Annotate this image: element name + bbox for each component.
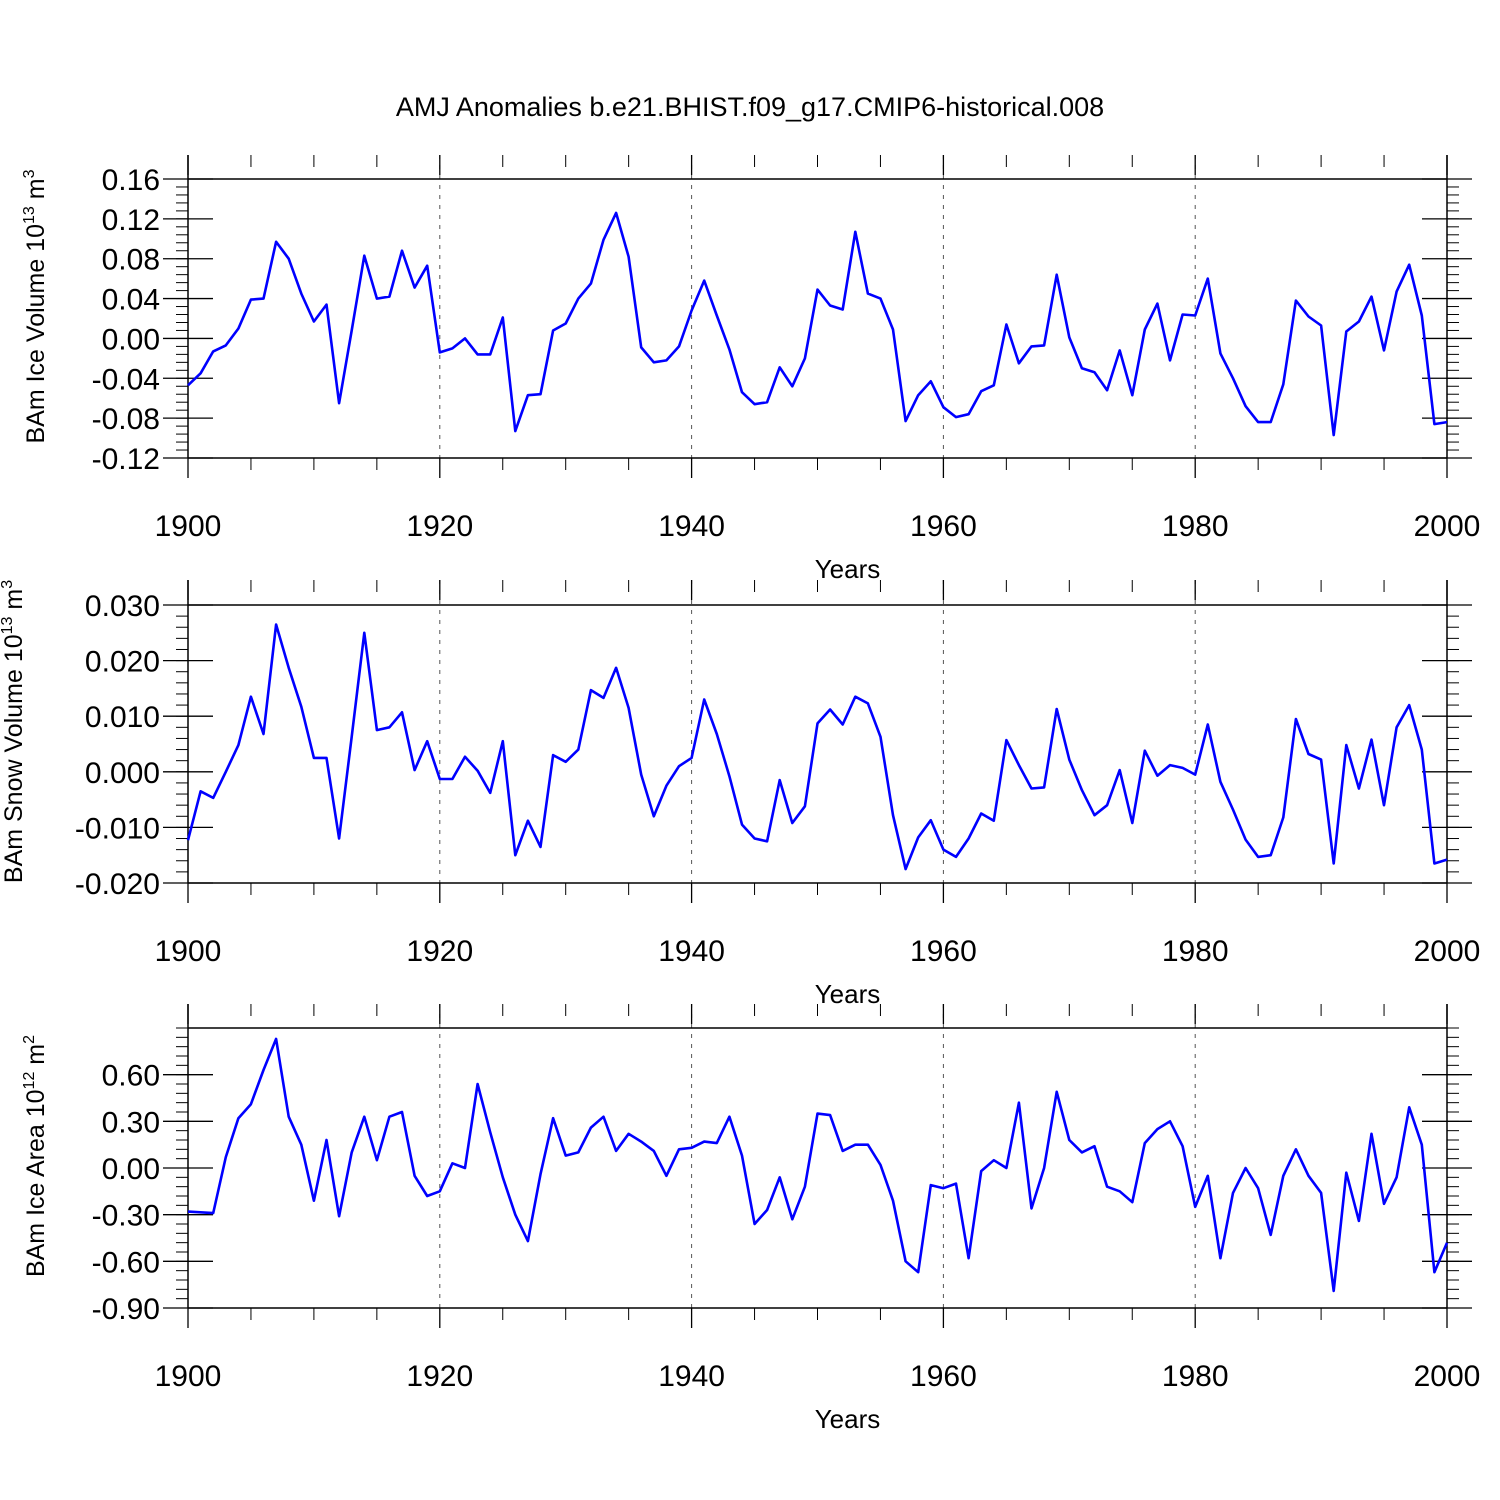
y-axis-label: BAm Ice Volume 1013 m3 bbox=[21, 169, 50, 443]
y-tick-label: 0.30 bbox=[102, 1106, 160, 1139]
y-tick-label: 0.00 bbox=[102, 323, 160, 356]
y-tick-label: -0.04 bbox=[92, 363, 160, 396]
x-tick-label: 1960 bbox=[910, 510, 977, 543]
x-tick-label: 1960 bbox=[910, 1360, 977, 1393]
x-tick-label: 1900 bbox=[155, 510, 222, 543]
y-tick-label: 0.08 bbox=[102, 244, 160, 277]
x-tick-label: 1900 bbox=[155, 1360, 222, 1393]
x-axis-label: Years bbox=[815, 979, 881, 1009]
chart-panel-1: -0.12 -0.08 -0.04 0.00 0.04 0.08 0.12 0.16 1900 1… bbox=[21, 155, 1480, 584]
y-tick-label: -0.90 bbox=[92, 1293, 160, 1326]
x-tick-label: 1900 bbox=[155, 935, 222, 968]
y-tick-label: -0.020 bbox=[75, 868, 160, 901]
y-tick-label: 0.04 bbox=[102, 284, 160, 317]
x-tick-label: 1940 bbox=[658, 1360, 725, 1393]
y-tick-label: -0.08 bbox=[92, 403, 160, 436]
y-tick-label: 0.030 bbox=[85, 590, 160, 623]
x-axis-label: Years bbox=[815, 554, 881, 584]
y-tick-label: 0.000 bbox=[85, 757, 160, 790]
series-line bbox=[187, 211, 1448, 437]
x-tick-label: 1980 bbox=[1162, 510, 1229, 543]
y-tick-label: 0.16 bbox=[102, 164, 160, 197]
y-tick-label: -0.12 bbox=[92, 443, 160, 476]
x-tick-label: 2000 bbox=[1414, 935, 1481, 968]
x-tick-label: 1940 bbox=[658, 935, 725, 968]
chart-panel-2: -0.020 -0.010 0.000 0.010 0.020 0.030 1900 1920… bbox=[0, 580, 1480, 1009]
x-tick-label: 1980 bbox=[1162, 1360, 1229, 1393]
x-tick-label: 1920 bbox=[406, 935, 473, 968]
x-tick-label: 2000 bbox=[1414, 1360, 1481, 1393]
x-tick-label: 1920 bbox=[406, 510, 473, 543]
x-axis-label: Years bbox=[815, 1404, 881, 1434]
x-tick-label: 1940 bbox=[658, 510, 725, 543]
y-tick-label: -0.60 bbox=[92, 1246, 160, 1279]
x-tick-label: 1980 bbox=[1162, 935, 1229, 968]
series-line bbox=[187, 1037, 1449, 1293]
figure-title: AMJ Anomalies b.e21.BHIST.f09_g17.CMIP6-… bbox=[396, 92, 1104, 122]
y-tick-label: 0.00 bbox=[102, 1153, 160, 1186]
x-tick-label: 1960 bbox=[910, 935, 977, 968]
y-axis-label: BAm Ice Area 1012 m2 bbox=[21, 1035, 50, 1277]
chart-panel-3: -0.90 -0.60 -0.30 0.00 0.30 0.60 1900 1920 1940 1… bbox=[21, 1004, 1480, 1434]
y-tick-label: 0.12 bbox=[102, 204, 160, 237]
x-tick-label: 2000 bbox=[1414, 510, 1481, 543]
series-line bbox=[186, 623, 1448, 871]
x-tick-label: 1920 bbox=[406, 1360, 473, 1393]
chart-panels: -0.12 -0.08 -0.04 0.00 0.04 0.08 0.12 0.16 1900 1… bbox=[0, 155, 1480, 1434]
y-tick-label: 0.010 bbox=[85, 701, 160, 734]
y-tick-label: 0.60 bbox=[102, 1060, 160, 1093]
y-tick-label: -0.30 bbox=[92, 1200, 160, 1233]
y-axis-label: BAm Snow Volume 1013 m3 bbox=[0, 580, 28, 883]
y-tick-label: -0.010 bbox=[75, 812, 160, 845]
y-tick-label: 0.020 bbox=[85, 646, 160, 679]
